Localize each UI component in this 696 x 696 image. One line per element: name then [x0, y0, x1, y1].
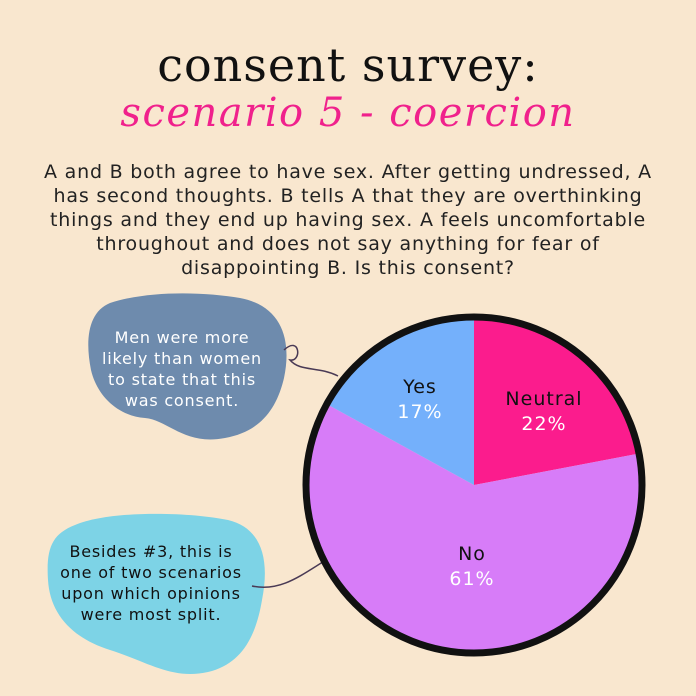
pie-outline: [302, 313, 646, 657]
page-subtitle: scenario 5 - coercion: [120, 90, 576, 136]
note-blob-men: [88, 293, 287, 440]
pie-slice-neutral: [474, 317, 640, 485]
pie-group: Neutral 22% No 61% Yes 17%: [302, 313, 646, 657]
pie-label-neutral: Neutral: [505, 388, 582, 410]
note-split-text: Besides #3, this is one of two scenarios…: [60, 542, 242, 624]
pie-slice-no: [305, 404, 642, 654]
connector-line-men: [283, 344, 339, 377]
note-blob-split: [47, 513, 265, 674]
pie-label-yes: Yes: [402, 376, 437, 398]
pie-value-no: 61%: [449, 568, 494, 590]
pie-value-yes: 17%: [397, 401, 442, 423]
pie-value-neutral: 22%: [521, 413, 566, 435]
page-title: consent survey:: [157, 38, 539, 92]
scenario-question: A and B both agree to have sex. After ge…: [44, 161, 652, 279]
pie-label-no: No: [458, 543, 486, 565]
note-men-text: Men were more likely than women to state…: [102, 328, 262, 410]
